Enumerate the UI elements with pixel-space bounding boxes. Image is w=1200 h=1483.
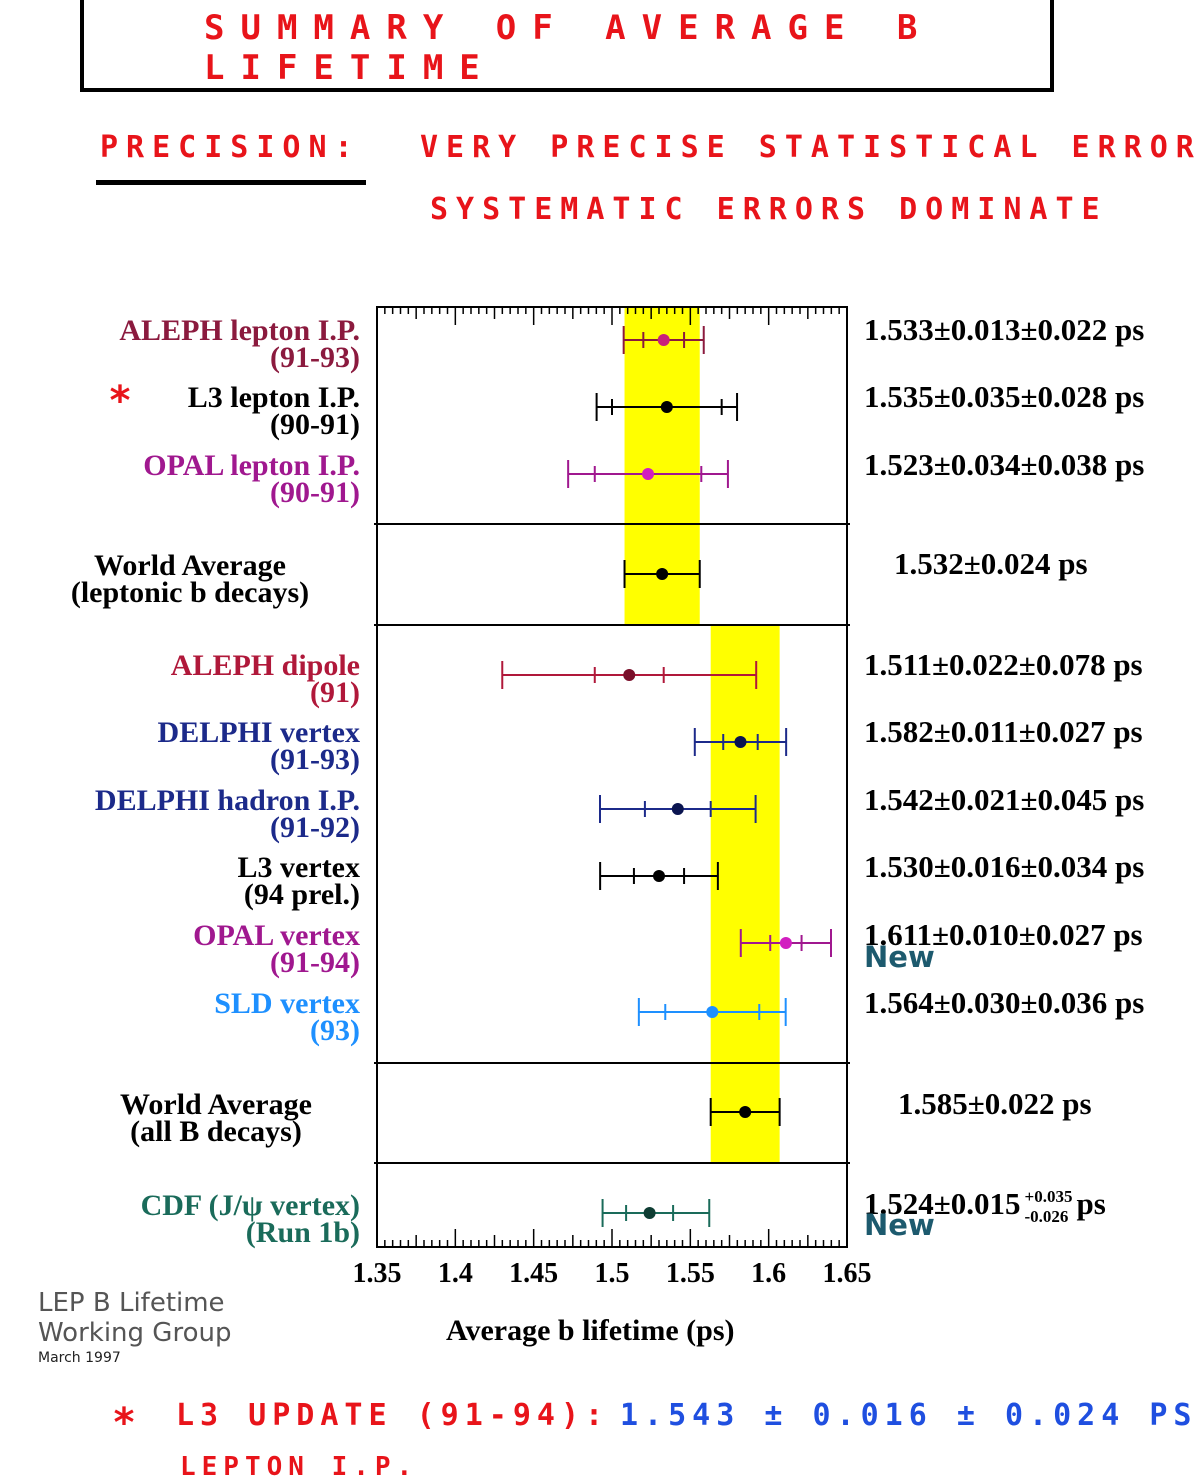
label-delphi-hadron: DELPHI hadron I.P. (91-92) bbox=[94, 784, 360, 844]
value-cdf-unit: ps bbox=[1076, 1186, 1106, 1221]
x-tick-label: 1.45 bbox=[509, 1258, 559, 1289]
value-l3-lepton: 1.535±0.035±0.028 ps bbox=[864, 379, 1145, 414]
data-point bbox=[660, 401, 673, 413]
note-statistical: VERY PRECISE STATISTICAL ERRORS bbox=[420, 130, 1200, 165]
label-line2: (90-91) bbox=[270, 476, 360, 509]
label-line1: DELPHI vertex bbox=[157, 716, 360, 749]
average-band bbox=[710, 625, 780, 1063]
data-point bbox=[642, 468, 655, 480]
value-aleph-dipole: 1.511±0.022±0.078 ps bbox=[864, 647, 1143, 682]
x-tick-label: 1.4 bbox=[437, 1258, 473, 1289]
label-line1: L3 vertex bbox=[237, 851, 360, 884]
label-aleph-lepton: ALEPH lepton I.P. (91-93) bbox=[119, 314, 360, 374]
l3-update-label-2: LEPTON I.P. bbox=[180, 1452, 419, 1482]
precision-label: PRECISION: bbox=[100, 130, 361, 165]
data-point bbox=[671, 803, 684, 815]
new-badge: New bbox=[864, 1208, 935, 1242]
precision-underline bbox=[96, 180, 366, 185]
label-line2: (91-93) bbox=[270, 743, 360, 776]
value-delphi-vertex: 1.582±0.011±0.027 ps bbox=[864, 714, 1143, 749]
note-systematic: SYSTEMATIC ERRORS DOMINATE bbox=[430, 192, 1108, 227]
data-point bbox=[706, 1006, 719, 1018]
label-line2: (90-91) bbox=[270, 408, 360, 441]
label-line2: (93) bbox=[310, 1014, 360, 1047]
value-opal-lepton: 1.523±0.034±0.038 ps bbox=[864, 447, 1145, 482]
label-sld-vertex: SLD vertex (93) bbox=[214, 987, 360, 1047]
new-badge: New bbox=[864, 940, 935, 974]
label-line1: World Average bbox=[120, 1088, 312, 1121]
label-line2: (91-92) bbox=[270, 811, 360, 844]
label-line1: ALEPH lepton I.P. bbox=[119, 314, 360, 347]
label-line2: (leptonic b decays) bbox=[70, 576, 310, 609]
data-point bbox=[656, 568, 669, 580]
data-point bbox=[739, 1106, 752, 1118]
x-tick-label: 1.35 bbox=[352, 1258, 402, 1289]
title-box: SUMMARY OF AVERAGE B LIFETIME bbox=[80, 0, 1054, 92]
l3-update-value: 1.543 ± 0.016 ± 0.024 PS bbox=[620, 1398, 1198, 1433]
x-tick-label: 1.6 bbox=[751, 1258, 787, 1289]
value-cdf: 1.524±0.015 +0.035 -0.026 ps bbox=[864, 1186, 1106, 1227]
label-line2: (91-93) bbox=[270, 341, 360, 374]
label-line1: OPAL vertex bbox=[193, 919, 360, 952]
value-aleph-lepton: 1.533±0.013±0.022 ps bbox=[864, 312, 1145, 347]
watermark-line2: Working Group bbox=[38, 1318, 232, 1348]
label-line1: L3 lepton I.P. bbox=[187, 381, 360, 414]
value-l3-vertex: 1.530±0.016±0.034 ps bbox=[864, 849, 1145, 884]
data-point bbox=[623, 669, 636, 681]
data-point bbox=[779, 937, 792, 949]
value-world-average-all: 1.585±0.022 ps bbox=[898, 1086, 1092, 1121]
value-delphi-hadron: 1.542±0.021±0.045 ps bbox=[864, 782, 1145, 817]
data-point bbox=[653, 870, 665, 882]
label-cdf: CDF (J/ψ vertex) (Run 1b) bbox=[140, 1189, 360, 1249]
label-line1: World Average bbox=[94, 549, 286, 582]
watermark-date: March 1997 bbox=[38, 1350, 121, 1366]
value-opal-vertex: 1.611±0.010±0.027 ps bbox=[864, 917, 1143, 952]
label-delphi-vertex: DELPHI vertex (91-93) bbox=[157, 716, 360, 776]
star-marker: * bbox=[108, 378, 133, 424]
watermark-line1: LEP B Lifetime bbox=[38, 1288, 225, 1318]
label-line1: OPAL lepton I.P. bbox=[143, 449, 360, 482]
value-world-average-leptonic: 1.532±0.024 ps bbox=[894, 546, 1088, 581]
label-opal-vertex: OPAL vertex (91-94) bbox=[193, 919, 360, 979]
label-line2: (all B decays) bbox=[130, 1115, 302, 1148]
label-line2: (91-94) bbox=[270, 946, 360, 979]
x-tick-label: 1.55 bbox=[665, 1258, 715, 1289]
page-title: SUMMARY OF AVERAGE B LIFETIME bbox=[204, 8, 934, 88]
label-aleph-dipole: ALEPH dipole (91) bbox=[170, 649, 360, 709]
data-point bbox=[643, 1207, 656, 1219]
star-marker: * bbox=[112, 1400, 137, 1446]
data-point bbox=[657, 334, 670, 346]
label-line1: ALEPH dipole bbox=[170, 649, 360, 682]
label-line2: (94 prel.) bbox=[243, 878, 360, 911]
value-cdf-asym: +0.035 -0.026 bbox=[1025, 1187, 1073, 1227]
label-line2: (Run 1b) bbox=[245, 1216, 360, 1249]
label-l3-lepton: L3 lepton I.P. (90-91) bbox=[187, 381, 360, 441]
label-l3-vertex: L3 vertex (94 prel.) bbox=[237, 851, 360, 911]
value-cdf-main: 1.524±0.015 bbox=[864, 1186, 1021, 1221]
value-sld-vertex: 1.564±0.030±0.036 ps bbox=[864, 985, 1145, 1020]
label-line1: CDF (J/ψ vertex) bbox=[140, 1189, 360, 1222]
label-opal-lepton: OPAL lepton I.P. (90-91) bbox=[143, 449, 360, 509]
value-cdf-minus: -0.026 bbox=[1024, 1206, 1069, 1226]
x-axis-label: Average b lifetime (ps) bbox=[446, 1314, 735, 1347]
label-world-average-all: World Average (all B decays) bbox=[56, 1088, 376, 1148]
label-world-average-leptonic: World Average (leptonic b decays) bbox=[30, 549, 350, 609]
x-tick-label: 1.65 bbox=[822, 1258, 872, 1289]
label-line2: (91) bbox=[310, 676, 360, 709]
x-tick-label: 1.5 bbox=[594, 1258, 630, 1289]
label-line1: SLD vertex bbox=[214, 987, 360, 1020]
value-cdf-plus: +0.035 bbox=[1024, 1186, 1073, 1206]
data-point bbox=[734, 736, 747, 748]
label-line1: DELPHI hadron I.P. bbox=[94, 784, 360, 817]
l3-update-label: L3 UPDATE (91-94): bbox=[176, 1398, 610, 1433]
